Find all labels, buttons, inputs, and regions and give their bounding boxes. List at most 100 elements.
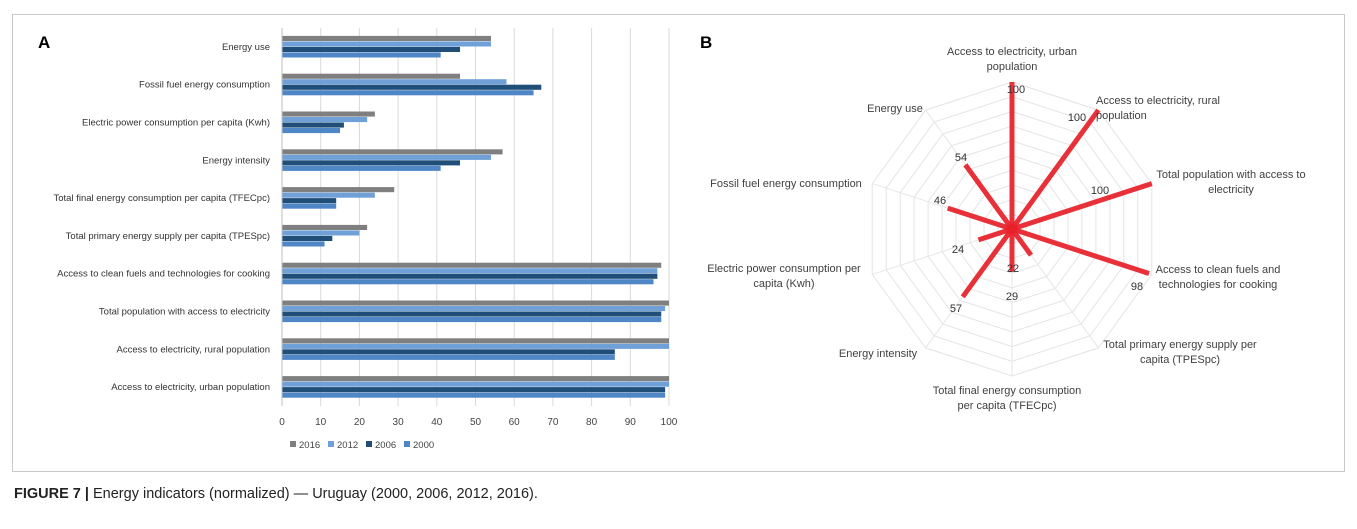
radar-value-label: 29: [1006, 291, 1018, 303]
bar-2016: [282, 262, 662, 268]
legend-swatch-2012: [328, 441, 334, 447]
x-tick-label: 10: [315, 417, 327, 428]
x-tick-label: 100: [661, 417, 678, 428]
radar-category-label-line: capita (TPESpc): [1140, 354, 1220, 366]
bar-2006: [282, 122, 344, 128]
legend-swatch-2016: [290, 441, 296, 447]
radar-spoke: [1009, 108, 1101, 231]
x-tick-label: 30: [393, 417, 405, 428]
radar-spoke: [963, 163, 1015, 231]
radar-category-label-line: technologies for cooking: [1159, 279, 1278, 291]
radar-category-label-line: Energy use: [867, 103, 923, 115]
radar-category-label-line: Electric power consumption per: [707, 263, 861, 275]
radar-category-label-line: Access to clean fuels and: [1156, 264, 1281, 276]
radar-category-label-line: population: [987, 61, 1038, 73]
radar-value-label: 24: [952, 244, 964, 256]
radar-category-label-line: Access to electricity, rural: [1096, 95, 1220, 107]
legend-label: 2000: [413, 440, 434, 451]
bar-2000: [282, 52, 441, 58]
radar-category-label-line: electricity: [1208, 184, 1254, 196]
bar-2016: [282, 187, 395, 193]
radar-center: [1007, 224, 1017, 234]
x-tick-label: 90: [625, 417, 637, 428]
bar-2006: [282, 311, 662, 317]
radar-category-label: Energy intensity: [839, 348, 918, 360]
legend-swatch-2000: [404, 441, 410, 447]
legend-label: 2016: [299, 440, 320, 451]
bar-2000: [282, 241, 325, 247]
radar-category-label: Total population with access to electrici…: [1156, 169, 1305, 196]
bar-2012: [282, 41, 491, 47]
radar-category-label-line: capita (Kwh): [753, 278, 814, 290]
radar-chart: 100 100 100 98 22 29 57 24 46 54 Access to electri…: [707, 46, 1305, 412]
bar-2016: [282, 300, 669, 306]
radar-value-label: 100: [1007, 84, 1025, 96]
radar-category-label-line: Fossil fuel energy consumption: [710, 178, 862, 190]
radar-spoke: [1009, 227, 1034, 257]
figure-caption: FIGURE 7 | Energy indicators (normalized…: [14, 486, 538, 502]
radar-spoke: [960, 227, 1015, 299]
radar-value-label: 57: [950, 303, 962, 315]
radar-category-label: Total final energy consumption per capita…: [933, 385, 1082, 412]
bar-2006: [282, 46, 461, 52]
bar-2016: [282, 111, 375, 117]
x-tick-label: 70: [547, 417, 559, 428]
radar-category-label-line: Energy intensity: [839, 348, 918, 360]
bar-2006: [282, 273, 658, 279]
bar-2000: [282, 165, 441, 171]
bar-2012: [282, 306, 666, 312]
category-label: Access to clean fuels and technologies f…: [57, 269, 270, 280]
radar-category-label: Total primary energy supply per capita (T…: [1103, 339, 1257, 366]
radar-category-label: Access to electricity, rural population: [1096, 95, 1220, 122]
caption-label: FIGURE 7 |: [14, 486, 89, 502]
category-label: Energy use: [222, 42, 270, 53]
x-tick-label: 50: [470, 417, 482, 428]
radar-spoke: [977, 226, 1013, 243]
radar-category-label-line: population: [1096, 110, 1147, 122]
x-tick-label: 0: [279, 417, 285, 428]
bar-2000: [282, 128, 341, 134]
category-label: Electric power consumption per capita (K…: [82, 118, 270, 129]
bar-2012: [282, 117, 368, 123]
category-label: Total population with access to electric…: [99, 307, 270, 318]
bar-chart: 0 10 20 30 40 50 60 70 80 90 100 Energy use Fossil f…: [54, 28, 678, 451]
bar-2000: [282, 203, 337, 209]
category-label: Access to electricity, rural population: [117, 344, 270, 355]
radar-category-label: Energy use: [867, 103, 923, 115]
bar-2012: [282, 154, 491, 160]
x-tick-label: 20: [354, 417, 366, 428]
bar-2006: [282, 160, 461, 166]
legend-label: 2012: [337, 440, 358, 451]
x-tick-label: 40: [431, 417, 443, 428]
bar-2000: [282, 354, 615, 360]
category-label: Total final energy consumption per capit…: [54, 193, 271, 204]
caption-text: Energy indicators (normalized) — Uruguay…: [88, 486, 538, 502]
bar-2006: [282, 198, 337, 204]
radar-category-label-line: Access to electricity, urban: [947, 46, 1077, 58]
radar-category-label: Access to clean fuels and technologies fo…: [1156, 264, 1281, 291]
radar-category-label-line: per capita (TFECpc): [957, 400, 1056, 412]
radar-category-label: Electric power consumption per capita (Kw…: [707, 263, 861, 290]
radar-value-label: 22: [1007, 263, 1019, 275]
bar-2016: [282, 376, 669, 382]
category-label: Energy intensity: [202, 155, 270, 166]
bar-2012: [282, 381, 669, 387]
radar-category-label-line: Total primary energy supply per: [1103, 339, 1257, 351]
radar-value-label: 98: [1131, 281, 1143, 293]
bar-2012: [282, 79, 507, 85]
bar-2006: [282, 235, 333, 241]
radar-category-label: Access to electricity, urban population: [947, 46, 1077, 73]
bar-2000: [282, 90, 534, 96]
panel-b-label: B: [700, 33, 713, 52]
legend-swatch-2006: [366, 441, 372, 447]
figure-frame: [12, 14, 1345, 472]
radar-value-label: 46: [934, 195, 946, 207]
bar-2006: [282, 84, 542, 90]
bar-2000: [282, 317, 662, 323]
radar-category-label: Fossil fuel energy consumption: [710, 178, 862, 190]
bar-2016: [282, 224, 368, 230]
radar-value-label: 54: [955, 152, 967, 164]
radar-value-label: 100: [1068, 112, 1086, 124]
radar-category-label-line: Total population with access to: [1156, 169, 1305, 181]
